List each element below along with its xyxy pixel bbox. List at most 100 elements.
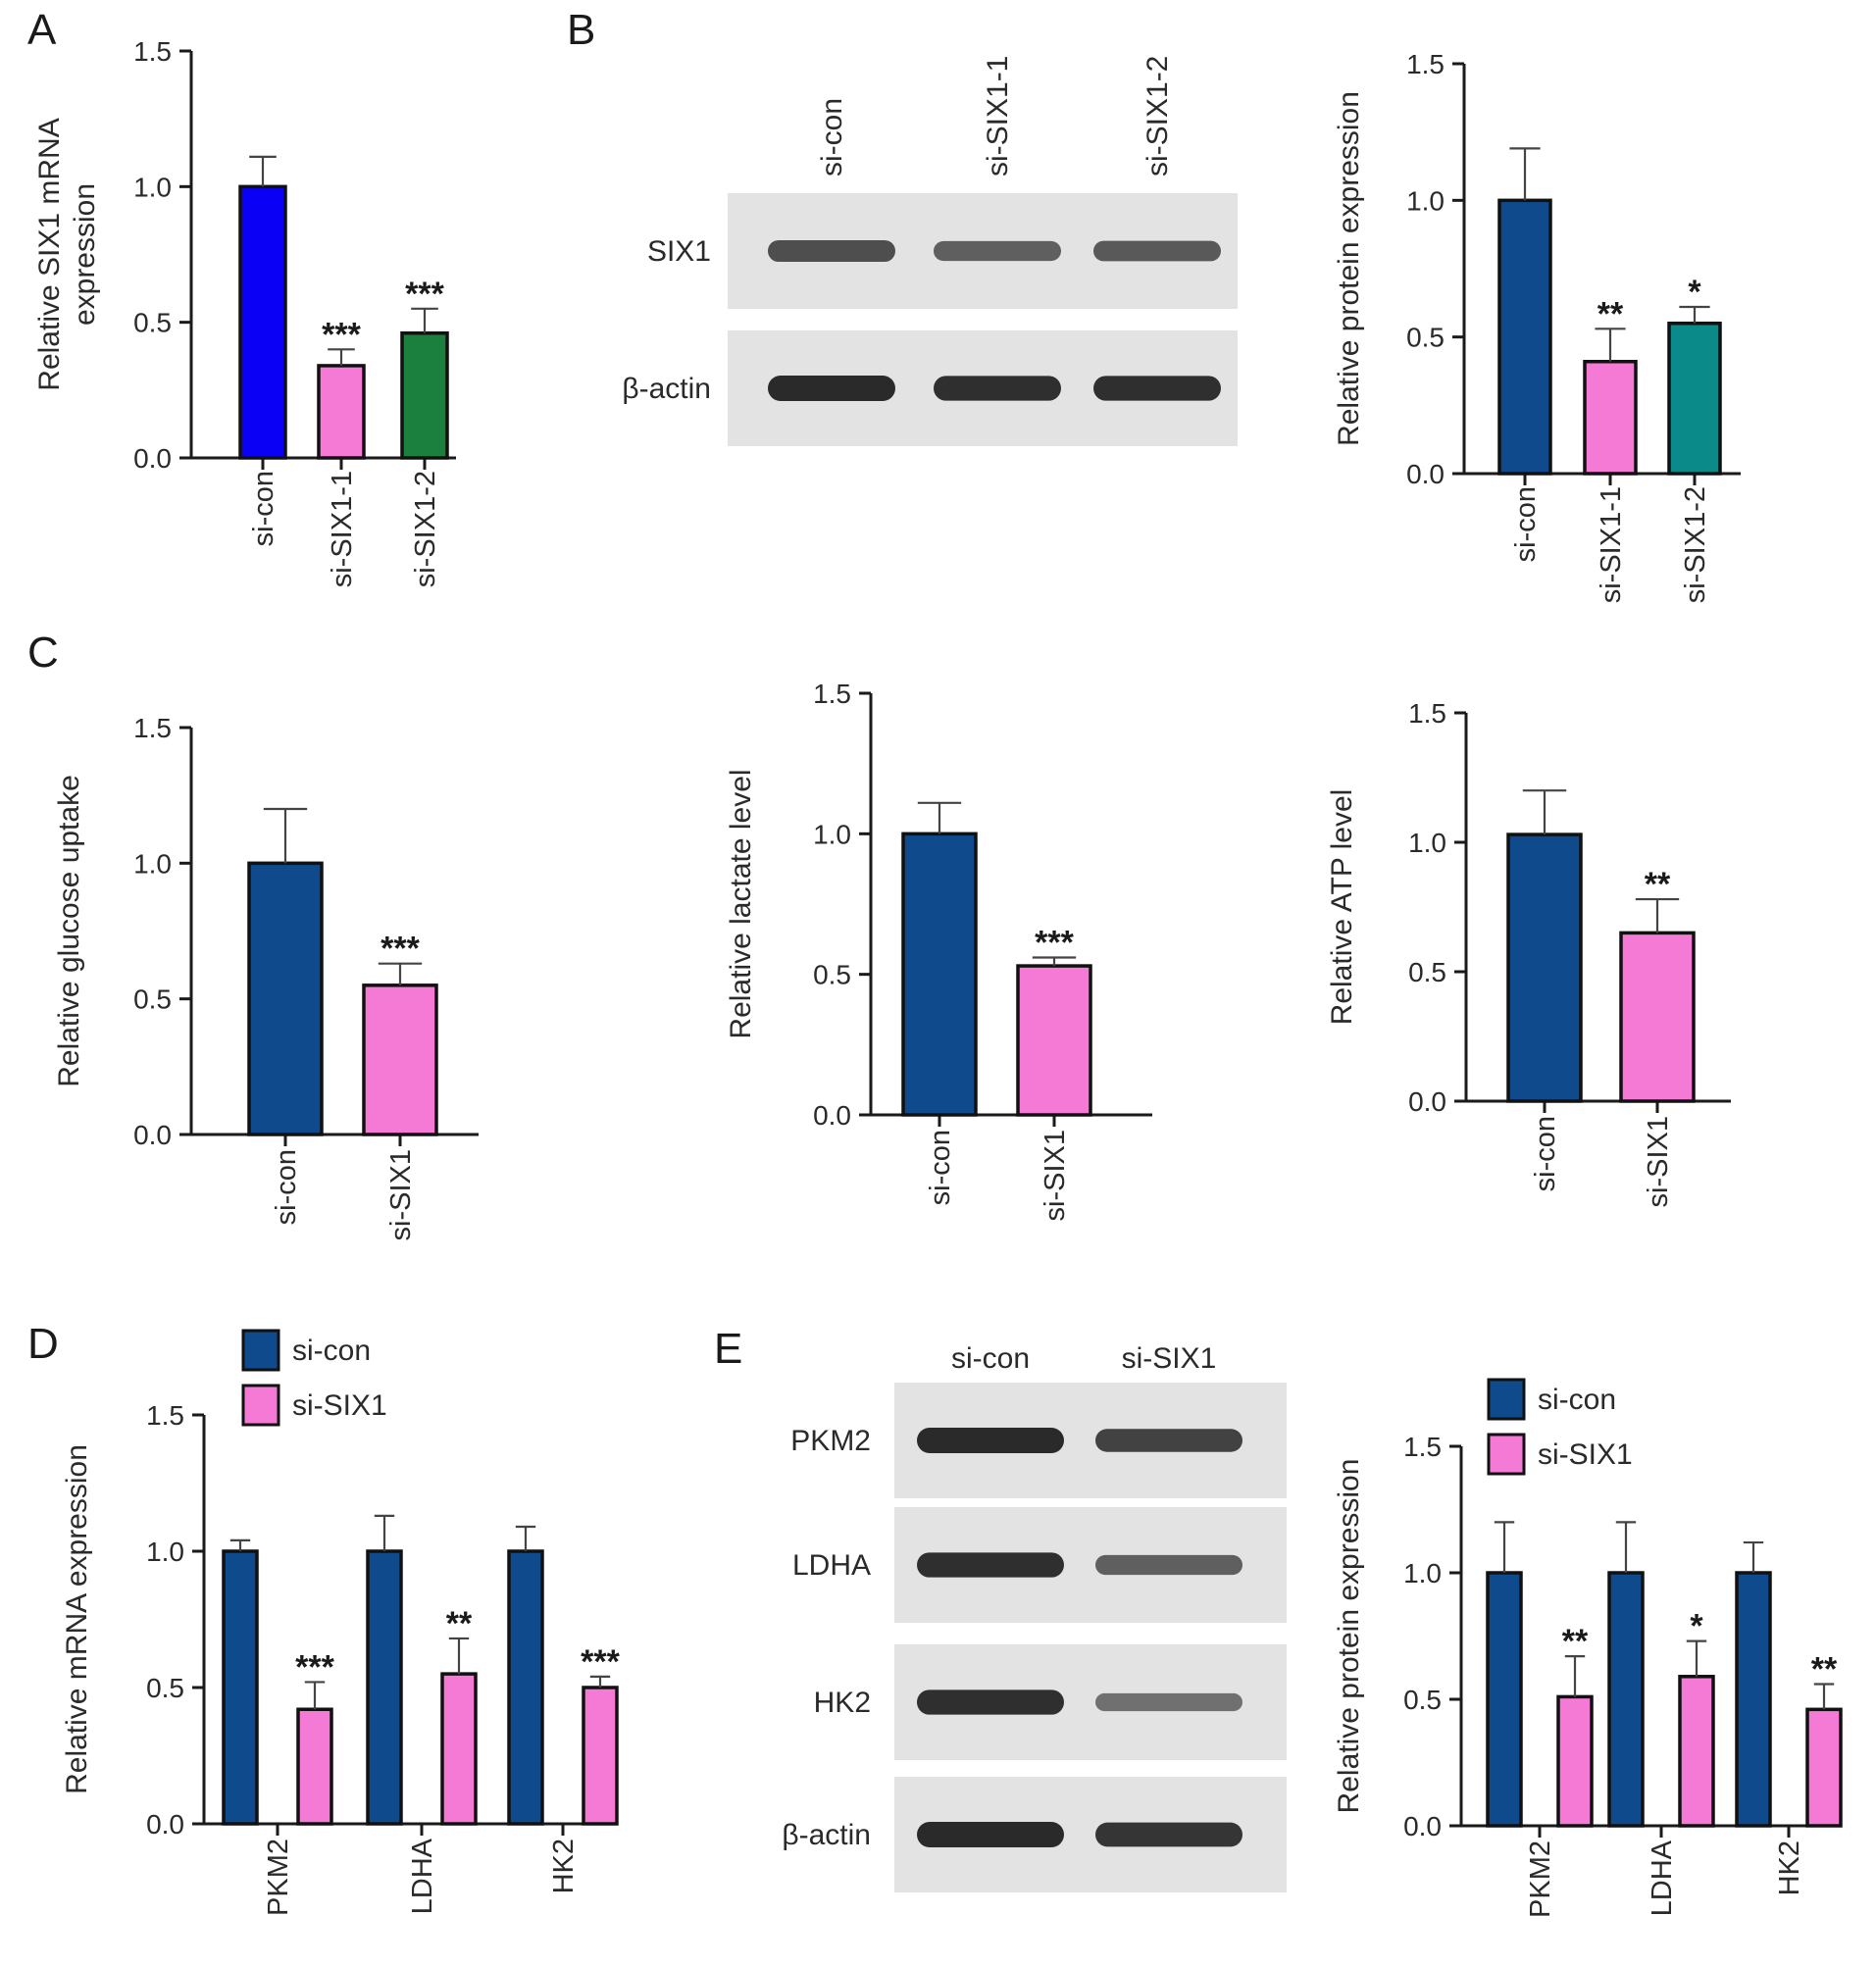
x-tick-label: si-con — [1530, 1116, 1561, 1191]
bar — [400, 330, 449, 460]
blot-band — [1095, 1692, 1242, 1712]
bar — [1619, 931, 1696, 1103]
y-axis-label: Relative glucose uptake — [53, 775, 85, 1087]
y-tick-label: 1.0 — [146, 1537, 184, 1567]
y-tick-label: 0.0 — [813, 1100, 851, 1131]
bar — [1506, 832, 1583, 1103]
bar — [222, 1549, 259, 1826]
bar — [247, 861, 324, 1136]
blot-lane-label: si-SIX1-1 — [982, 56, 1014, 176]
panel-letter-e: E — [714, 1325, 742, 1373]
blot-band — [917, 1428, 1064, 1453]
significance-label: *** — [405, 276, 444, 313]
blot-row-label: LDHA — [792, 1549, 871, 1582]
panel-letter-b: B — [567, 6, 595, 54]
y-tick-label: 1.5 — [1403, 1432, 1442, 1462]
y-tick-label: 0.0 — [133, 1120, 172, 1150]
y-axis-label: Relative SIX1 mRNA — [33, 118, 66, 390]
blot-band — [1093, 240, 1221, 262]
y-tick-label: 1.0 — [1408, 828, 1446, 858]
y-tick-label: 1.5 — [146, 1400, 184, 1431]
panel-letter-c: C — [27, 629, 59, 677]
chart-c-glucose: 0.0 0.5 1.0 1.5 Relative glucose uptake si-co… — [53, 713, 479, 1240]
bar — [1735, 1571, 1772, 1828]
y-tick-label: 1.0 — [1406, 185, 1445, 216]
bar — [1486, 1571, 1523, 1828]
significance-label: ** — [1811, 1651, 1838, 1689]
blot-band — [768, 376, 895, 401]
x-tick-label: si-con — [271, 1149, 302, 1225]
y-axis-label: Relative mRNA expression — [61, 1444, 93, 1794]
blot-band — [1093, 376, 1221, 401]
significance-label: ** — [1645, 866, 1671, 903]
bar — [901, 832, 978, 1117]
y-tick-label: 0.0 — [133, 443, 172, 474]
x-tick-label: LDHA — [1647, 1840, 1678, 1916]
x-tick-label: HK2 — [548, 1839, 580, 1893]
y-tick-label: 1.5 — [1408, 698, 1446, 729]
significance-label: ** — [446, 1605, 473, 1642]
y-tick-label: 0.5 — [813, 960, 851, 990]
panel-letter-d: D — [27, 1320, 59, 1368]
blot-lane-label: si-SIX1-2 — [1141, 56, 1174, 176]
blot-band — [1095, 1554, 1242, 1576]
y-tick-label: 0.5 — [146, 1673, 184, 1703]
y-axis-label: Relative protein expression — [1333, 91, 1365, 446]
western-blot-b: SIX1 β-actin si-con si-SIX1-1 si-SIX1-2 — [622, 56, 1238, 446]
y-tick-label: 0.5 — [133, 308, 172, 338]
chart-d-mrna-grouped: 0.0 0.5 1.0 1.5 Relative mRNA expression PKM2… — [61, 1329, 621, 1916]
y-axis-label: Relative lactate level — [725, 769, 757, 1038]
bar — [1556, 1694, 1594, 1828]
western-blot-e: PKM2 LDHA HK2 β-actin si-con si-SIX1 — [782, 1342, 1287, 1892]
panel-letter-a: A — [27, 6, 57, 54]
y-tick-label: 0.5 — [1406, 323, 1445, 353]
y-tick-label: 0.5 — [1403, 1685, 1442, 1715]
blot-band — [917, 1552, 1064, 1578]
y-axis-label: expression — [69, 183, 101, 326]
blot-band — [917, 1822, 1064, 1847]
x-tick-label: PKM2 — [263, 1839, 294, 1916]
x-tick-label: si-SIX1 — [1643, 1116, 1674, 1207]
x-tick-label: si-con — [925, 1130, 956, 1205]
blot-band — [917, 1689, 1064, 1715]
y-tick-label: 0.5 — [133, 984, 172, 1015]
legend-swatch — [1487, 1378, 1526, 1421]
y-tick-label: 1.0 — [133, 172, 172, 202]
bar — [1607, 1571, 1645, 1828]
x-tick-label: HK2 — [1774, 1840, 1805, 1895]
bar — [296, 1707, 333, 1826]
legend-swatch — [241, 1329, 280, 1372]
blot-row-label: β-actin — [782, 1819, 871, 1851]
chart-e-protein-grouped: 0.0 0.5 1.0 1.5 Relative protein expression P… — [1333, 1378, 1843, 1918]
bar — [317, 364, 366, 460]
legend-label: si-SIX1 — [1538, 1438, 1633, 1471]
bar — [238, 184, 287, 460]
y-tick-label: 0.0 — [1403, 1811, 1442, 1841]
y-tick-label: 1.5 — [813, 679, 851, 709]
significance-label: ** — [1562, 1623, 1589, 1660]
blot-band — [1095, 1822, 1242, 1847]
y-tick-label: 1.5 — [133, 36, 172, 67]
chart-c-lactate: 0.0 0.5 1.0 1.5 Relative lactate level si-con… — [725, 679, 1152, 1221]
bar — [1678, 1675, 1715, 1828]
y-tick-label: 0.0 — [146, 1809, 184, 1840]
y-tick-label: 0.0 — [1406, 459, 1445, 489]
significance-label: * — [1688, 274, 1701, 311]
x-tick-label: si-SIX1-2 — [1680, 486, 1711, 603]
significance-label: *** — [380, 931, 420, 968]
bar — [1805, 1707, 1843, 1828]
x-tick-label: si-SIX1-1 — [327, 471, 358, 587]
bar — [362, 983, 438, 1136]
y-axis-label: Relative protein expression — [1333, 1459, 1365, 1814]
bar — [582, 1686, 619, 1826]
blot-row-label: β-actin — [622, 373, 711, 405]
bar — [440, 1672, 478, 1826]
chart-b-protein: 0.0 0.5 1.0 1.5 Relative protein expression s… — [1333, 49, 1741, 603]
bar — [507, 1549, 544, 1826]
x-tick-label: si-con — [248, 471, 279, 546]
y-tick-label: 1.5 — [133, 713, 172, 743]
chart-a-mrna: 0.0 0.5 1.0 1.5 Relative SIX1 mRNA expression… — [33, 36, 456, 587]
x-tick-label: si-SIX1 — [1039, 1130, 1071, 1221]
bar — [1016, 964, 1092, 1117]
y-tick-label: 1.0 — [813, 819, 851, 849]
